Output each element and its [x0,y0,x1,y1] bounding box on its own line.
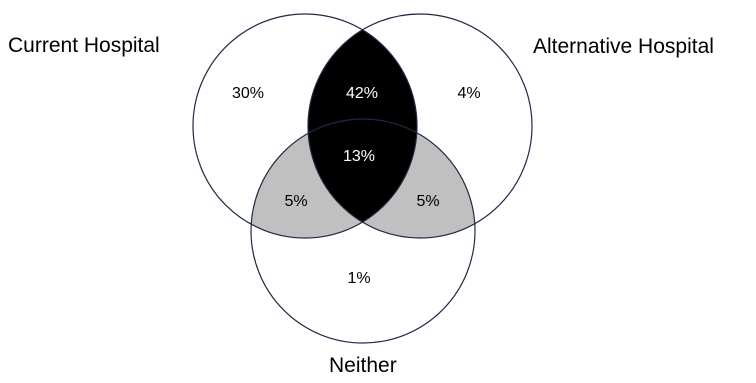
current-alternative-overlap-fill [308,14,417,238]
region-current-only: 30% [232,85,264,102]
alternative-hospital-circle [307,13,533,239]
alternative-hospital-label: Alternative Hospital [533,35,714,58]
region-current-and-neither: 5% [284,193,307,210]
current-hospital-label: Current Hospital [8,34,160,57]
region-neither-only: 1% [347,270,370,287]
region-alternative-and-neither: 5% [416,193,439,210]
region-all-three: 13% [343,148,375,165]
neither-label: Neither [329,354,397,377]
region-current-and-alternative: 42% [346,85,378,102]
current-hospital-circle [192,13,418,239]
neither-circle [250,118,476,344]
region-alternative-only: 4% [457,85,480,102]
